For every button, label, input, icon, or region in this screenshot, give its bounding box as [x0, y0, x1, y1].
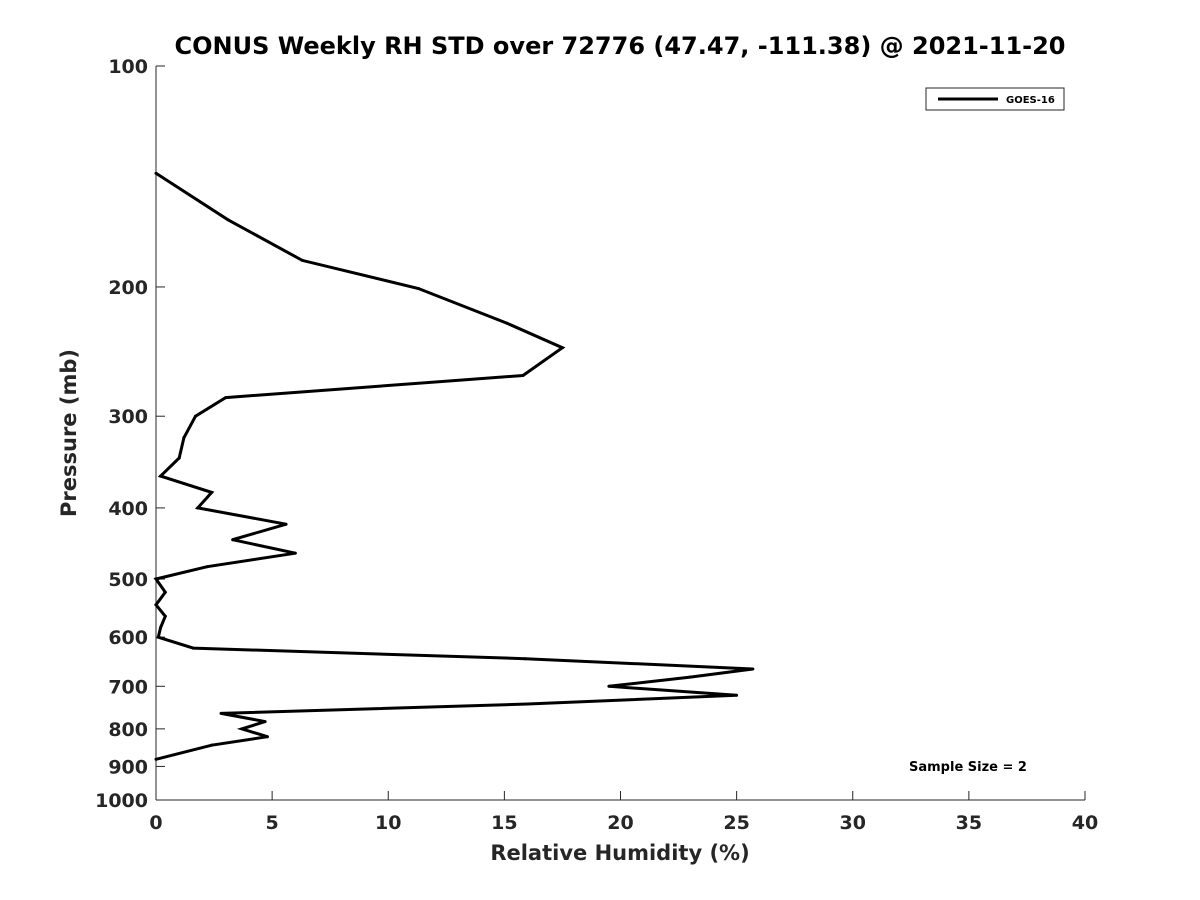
data-point	[177, 456, 181, 460]
x-tick-label: 40	[1072, 812, 1098, 834]
y-tick-label: 300	[108, 406, 148, 428]
legend-label-goes-16: GOES-16	[1006, 95, 1055, 106]
data-point	[154, 603, 158, 607]
data-point	[226, 218, 230, 222]
data-point	[163, 614, 167, 618]
data-point	[196, 506, 200, 510]
data-point	[191, 646, 195, 650]
data-point	[526, 702, 530, 706]
y-tick-label: 900	[108, 756, 148, 778]
y-ticks: 100 200 300 400 500 600 700 800 900 1000	[95, 56, 165, 812]
data-point	[521, 373, 525, 377]
data-point	[182, 436, 186, 440]
x-tick-label: 20	[607, 812, 633, 834]
data-point	[688, 675, 692, 679]
x-ticks: 0 5 10 15 20 25 30 35 40	[149, 791, 1098, 834]
y-tick-label: 700	[108, 676, 148, 698]
data-point	[300, 258, 304, 262]
data-point	[154, 577, 158, 581]
data-point	[284, 522, 288, 526]
x-tick-label: 25	[723, 812, 749, 834]
y-axis-label: Pressure (mb)	[57, 349, 81, 517]
data-point	[205, 565, 209, 569]
data-point	[163, 590, 167, 594]
y-tick-label: 600	[108, 627, 148, 649]
data-point	[735, 693, 739, 697]
data-point	[416, 287, 420, 291]
data-point	[751, 667, 755, 671]
data-point	[231, 538, 235, 542]
plot-area	[156, 66, 1085, 800]
x-tick-label: 0	[149, 812, 162, 834]
data-point	[154, 171, 158, 175]
y-tick-label: 400	[108, 498, 148, 520]
data-point	[523, 657, 527, 661]
data-point	[224, 396, 228, 400]
y-tick-label: 100	[108, 56, 148, 78]
data-point	[505, 321, 509, 325]
data-point	[159, 474, 163, 478]
y-tick-label: 800	[108, 719, 148, 741]
x-tick-label: 30	[840, 812, 866, 834]
x-tick-label: 15	[491, 812, 517, 834]
data-point	[219, 711, 223, 715]
y-tick-label: 200	[108, 277, 148, 299]
x-tick-label: 10	[375, 812, 401, 834]
data-point	[210, 490, 214, 494]
data-point	[210, 743, 214, 747]
x-tick-label: 5	[266, 812, 279, 834]
series-layer	[153, 171, 755, 761]
data-point	[193, 414, 197, 418]
y-tick-label: 500	[108, 569, 148, 591]
data-point	[263, 720, 267, 724]
data-point	[156, 635, 160, 639]
x-axis-label: Relative Humidity (%)	[490, 841, 749, 865]
x-tick-label: 35	[956, 812, 982, 834]
data-point	[560, 346, 564, 350]
data-point	[265, 735, 269, 739]
data-point	[154, 757, 158, 761]
data-point	[293, 551, 297, 555]
data-point	[607, 684, 611, 688]
data-point	[159, 625, 163, 629]
data-point	[240, 727, 244, 731]
chart-title: CONUS Weekly RH STD over 72776 (47.47, -…	[174, 32, 1065, 60]
sample-size-annotation: Sample Size = 2	[909, 760, 1027, 775]
legend: GOES-16	[925, 87, 1065, 111]
y-tick-label: 1000	[95, 790, 148, 812]
